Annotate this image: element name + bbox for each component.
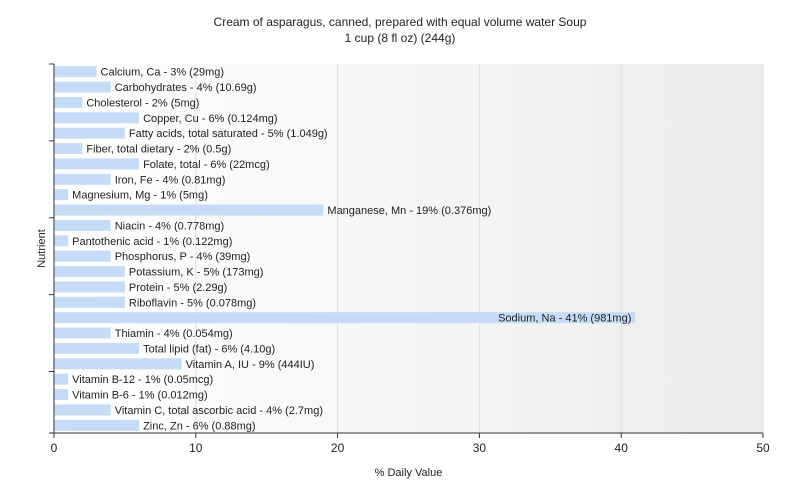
bar [54,81,111,93]
bar-label: Manganese, Mn - 19% (0.376mg) [327,205,491,217]
bar [54,96,83,108]
bar-label: Calcium, Ca - 3% (29mg) [101,67,224,79]
bar-label: Protein - 5% (2.29g) [129,282,227,294]
bar [54,250,111,262]
bar-label: Zinc, Zn - 6% (0.88mg) [143,420,255,432]
bar-label: Niacin - 4% (0.778mg) [115,220,224,232]
x-tick-label: 10 [189,441,203,455]
y-axis-title: Nutrient [36,229,48,268]
bar-label: Magnesium, Mg - 1% (5mg) [72,190,208,202]
chart-title: Cream of asparagus, canned, prepared wit… [213,15,587,29]
x-tick-label: 0 [51,441,58,455]
bar [54,312,636,324]
bar-label: Pantothenic acid - 1% (0.122mg) [72,236,232,248]
bar-label: Folate, total - 6% (22mcg) [143,159,270,171]
bar-label: Potassium, K - 5% (173mg) [129,267,264,279]
bar-label: Sodium, Na - 41% (981mg) [498,313,631,325]
bar [54,158,140,170]
bar-label: Vitamin B-6 - 1% (0.012mg) [72,390,208,402]
axes: 0 10 20 30 40 50 [49,63,770,455]
bar-label: Carbohydrates - 4% (10.69g) [115,82,257,94]
bar-label: Fatty acids, total saturated - 5% (1.049… [129,128,328,140]
bar-label: Vitamin A, IU - 9% (444IU) [186,359,315,371]
bar [54,404,111,416]
bar [54,204,324,216]
bar [54,266,125,278]
bar-label: Copper, Cu - 6% (0.124mg) [143,113,278,125]
bar [54,281,125,293]
bar [54,419,140,431]
bar [54,327,111,339]
bar [54,358,182,370]
plot-background [54,64,763,433]
bar [54,189,69,201]
bar [54,66,97,78]
bar-label: Vitamin B-12 - 1% (0.05mcg) [72,374,213,386]
bar [54,373,69,385]
bar [54,173,111,185]
bar [54,127,125,139]
bar [54,342,140,354]
x-tick-label: 50 [756,441,770,455]
bar-label: Thiamin - 4% (0.054mg) [115,328,233,340]
bars: Calcium, Ca - 3% (29mg) Carbohydrates - 4… [54,66,636,432]
bar [54,112,140,124]
bar-label: Vitamin C, total ascorbic acid - 4% (2.7… [115,405,323,417]
bar-label: Iron, Fe - 4% (0.81mg) [115,174,226,186]
x-tick-label: 40 [615,441,629,455]
chart-subtitle: 1 cup (8 fl oz) (244g) [344,31,456,45]
bar [54,389,69,401]
bar-label: Fiber, total dietary - 2% (0.5g) [86,144,231,156]
x-tick-label: 30 [473,441,487,455]
bar-label: Total lipid (fat) - 6% (4.10g) [143,343,275,355]
bar [54,235,69,247]
bar [54,143,83,155]
x-axis-title: % Daily Value [375,467,443,479]
bar [54,296,125,308]
bar-label: Phosphorus, P - 4% (39mg) [115,251,251,263]
bar-label: Riboflavin - 5% (0.078mg) [129,297,256,309]
bar [54,219,111,231]
grid-lines [195,64,764,433]
x-tick-label: 20 [331,441,345,455]
bar-label: Cholesterol - 2% (5mg) [86,97,199,109]
